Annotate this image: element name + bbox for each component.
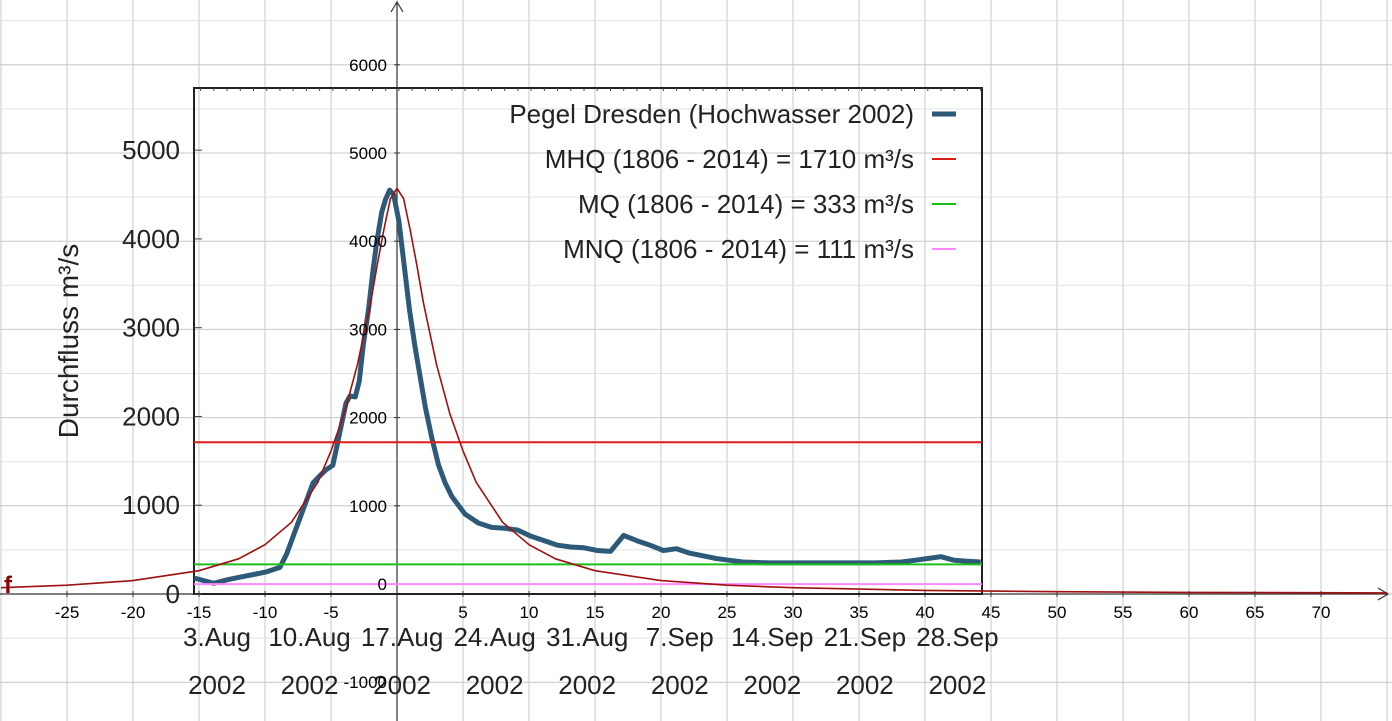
- x-tick-label: 60: [1180, 603, 1199, 622]
- x-tick-label: 70: [1312, 603, 1331, 622]
- y-tick-label: 1000: [349, 497, 387, 516]
- function-f-label[interactable]: f: [4, 572, 13, 599]
- x-tick-label: 25: [718, 603, 737, 622]
- y-tick-label: -1000: [344, 673, 387, 692]
- chart-y-tick-label: 3000: [122, 313, 180, 343]
- chart-x-tick-year: 2002: [743, 670, 801, 700]
- chart-y-tick-label: 2000: [122, 401, 180, 431]
- chart-x-tick-label: 7.Sep: [646, 622, 714, 652]
- y-tick-label: 6000: [349, 56, 387, 75]
- series-line-pegel-dresden: [193, 187, 981, 586]
- origin-label: 0: [378, 575, 387, 594]
- y-axis-arrow-icon: [390, 0, 404, 13]
- chart-x-tick-label: 28.Sep: [916, 622, 998, 652]
- chart-x-tick-label: 10.Aug: [268, 622, 350, 652]
- function-f-curve[interactable]: [0, 187, 1388, 594]
- y-tick-label: 4000: [349, 232, 387, 251]
- x-tick-label: -20: [121, 603, 146, 622]
- chart-x-tick-label: 3.Aug: [183, 622, 251, 652]
- chart-x-tick-year: 2002: [558, 670, 616, 700]
- geogebra-tick-labels: -25 -20 -15 -10 -5 5 10 15 20 25 30 35 40 45 50 55 60 65 7…: [55, 591, 1331, 622]
- chart-y-tick-label: 5000: [122, 135, 180, 165]
- legend-entry-label: Pegel Dresden (Hochwasser 2002): [509, 99, 914, 129]
- chart-y-tick-label: 1000: [122, 490, 180, 520]
- chart-x-tick-label: 17.Aug: [361, 622, 443, 652]
- chart-y-tick-label: 4000: [122, 224, 180, 254]
- x-tick-label: 5: [458, 603, 467, 622]
- x-tick-label: 40: [916, 603, 935, 622]
- x-tick-label: -5: [323, 603, 338, 622]
- chart-x-tick-label: 24.Aug: [453, 622, 535, 652]
- y-tick-label: 5000: [349, 144, 387, 163]
- x-tick-label: -25: [55, 603, 80, 622]
- x-axis-arrow-icon: [1377, 587, 1390, 601]
- chart-x-tick-label: 14.Sep: [731, 622, 813, 652]
- y-tick-label: 3000: [349, 320, 387, 339]
- y-tick-label: 2000: [349, 409, 387, 428]
- chart-y-tick-label: 0: [166, 579, 180, 609]
- function-f-graph[interactable]: f: [0, 187, 1388, 599]
- chart-legend: Pegel Dresden (Hochwasser 2002) MHQ (1806…: [509, 99, 956, 264]
- embedded-chart-image: 0100020003000400050003.Aug200210.Aug2002…: [53, 87, 999, 700]
- geogebra-overlay-ticks: 1000 2000 3000 4000 5000 6000 -1000 0: [344, 56, 400, 692]
- chart-x-tick-year: 2002: [373, 670, 431, 700]
- x-tick-label: 10: [520, 603, 539, 622]
- chart-x-tick-year: 2002: [281, 670, 339, 700]
- chart-x-tick-year: 2002: [466, 670, 524, 700]
- chart-x-tick-year: 2002: [836, 670, 894, 700]
- x-tick-label: 30: [784, 603, 803, 622]
- chart-y-axis-label: Durchfluss m³/s: [53, 244, 84, 438]
- chart-x-tick-year: 2002: [188, 670, 246, 700]
- x-tick-label: 55: [1114, 603, 1133, 622]
- x-tick-label: 15: [586, 603, 605, 622]
- x-tick-label: 45: [982, 603, 1001, 622]
- chart-series: [193, 187, 982, 586]
- chart-tick-labels: 0100020003000400050003.Aug200210.Aug2002…: [122, 135, 998, 700]
- chart-plot-border: [193, 87, 983, 595]
- legend-entry-label: MQ (1806 - 2014) = 333 m³/s: [578, 189, 914, 219]
- x-tick-label: 20: [652, 603, 671, 622]
- chart-x-tick-label: 31.Aug: [546, 622, 628, 652]
- legend-entry-label: MHQ (1806 - 2014) = 1710 m³/s: [545, 144, 914, 174]
- x-tick-label: 65: [1246, 603, 1265, 622]
- chart-frame: [193, 87, 983, 595]
- x-tick-label: -10: [253, 603, 278, 622]
- chart-x-tick-year: 2002: [928, 670, 986, 700]
- chart-x-tick-year: 2002: [651, 670, 709, 700]
- x-tick-label: 35: [850, 603, 869, 622]
- chart-x-tick-label: 21.Sep: [824, 622, 906, 652]
- x-tick-label: -15: [187, 603, 212, 622]
- x-tick-label: 50: [1048, 603, 1067, 622]
- legend-entry-label: MNQ (1806 - 2014) = 111 m³/s: [563, 234, 914, 264]
